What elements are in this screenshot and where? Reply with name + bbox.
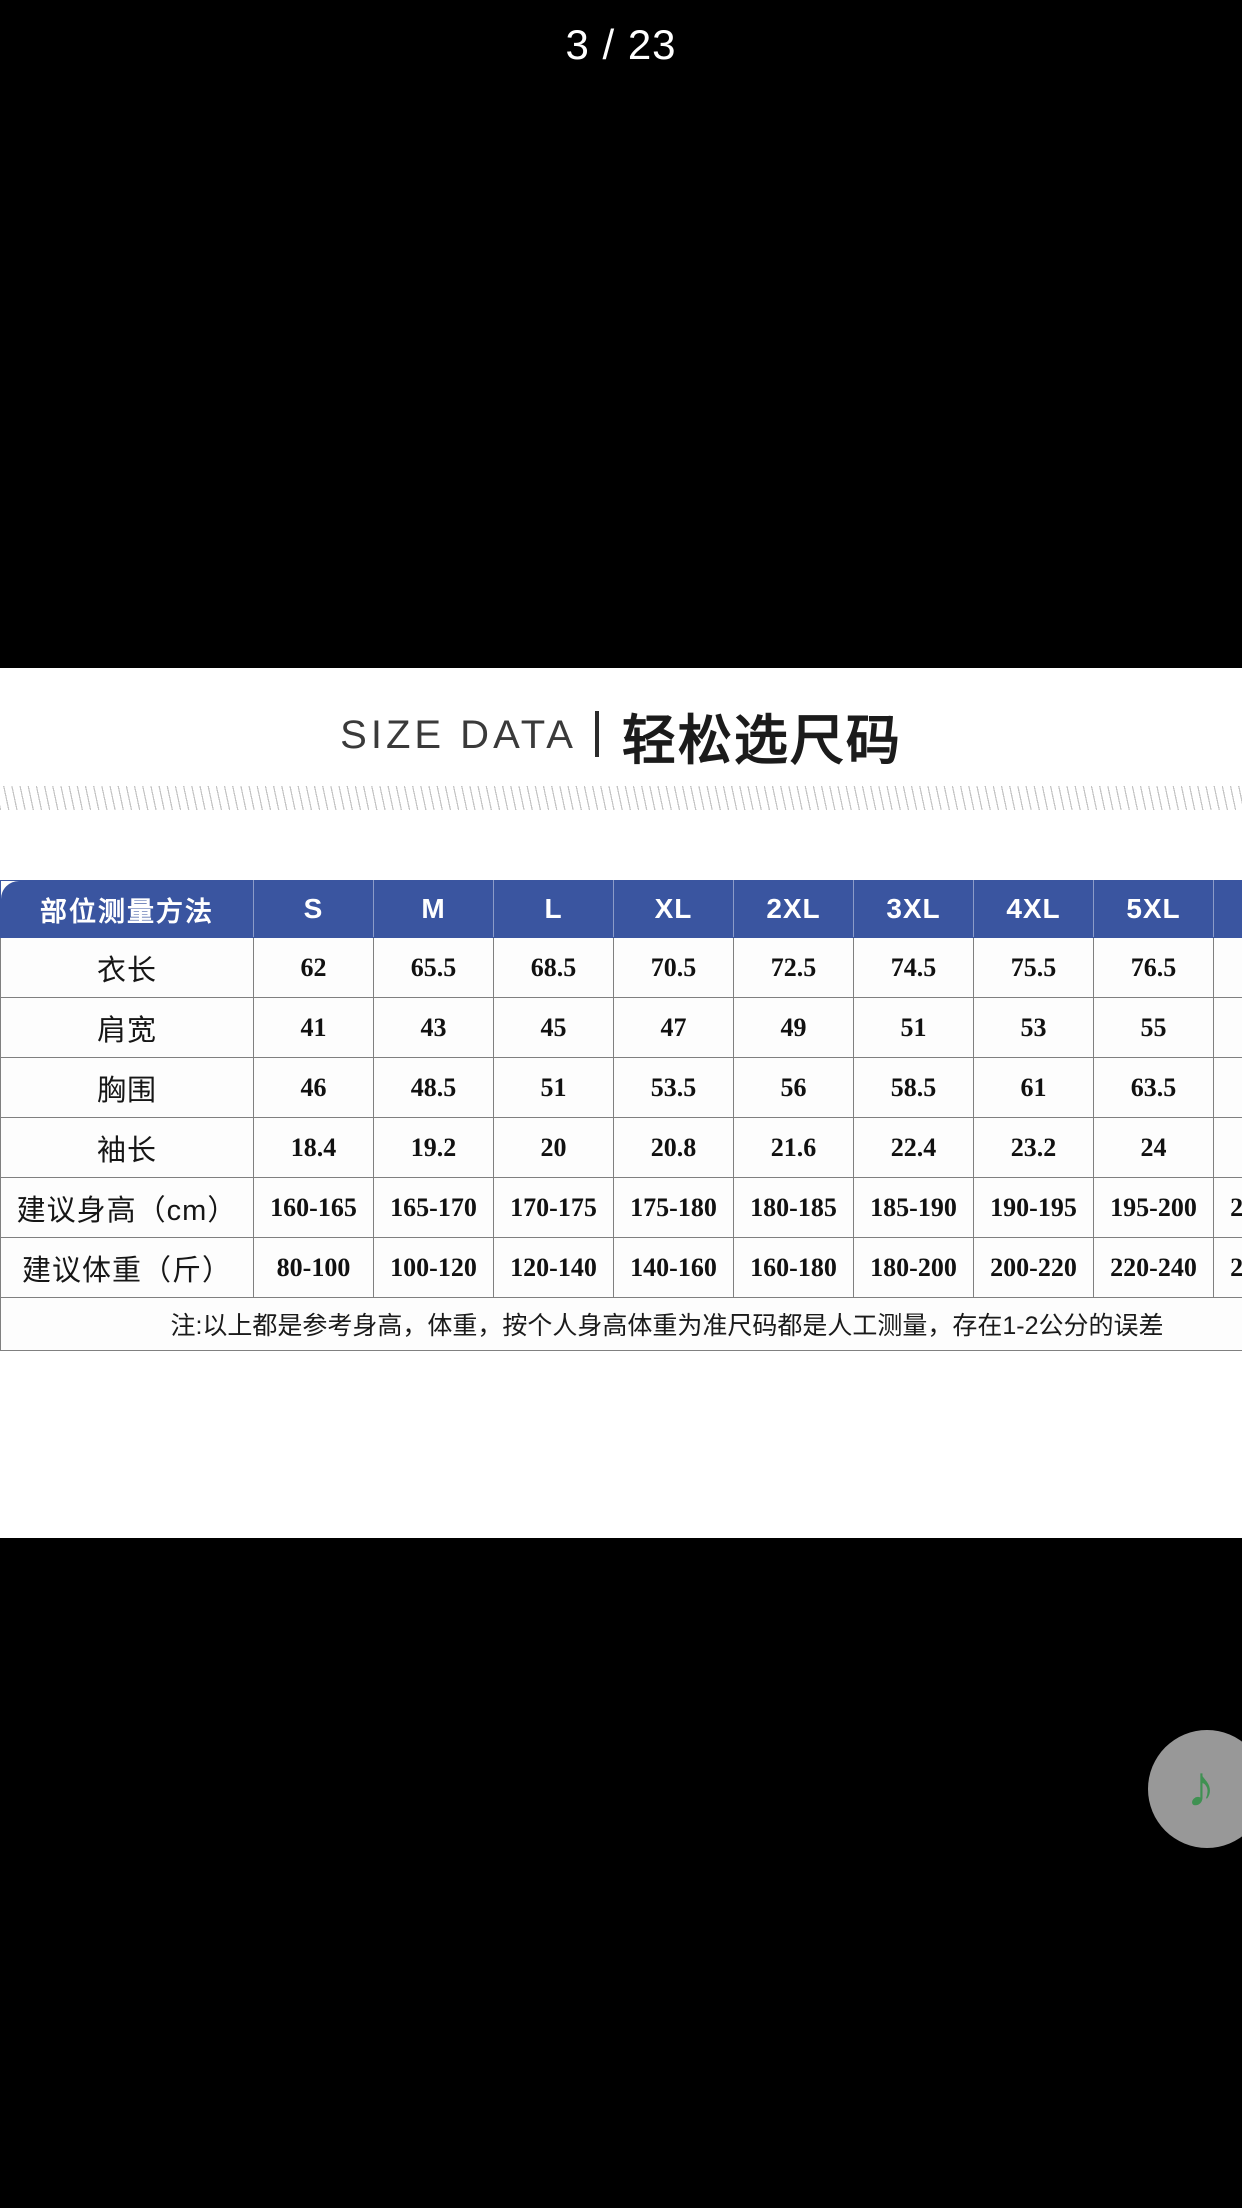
ruler-hatch-divider [0, 786, 1242, 810]
column-header-2xl: 2XL [733, 880, 854, 938]
column-header-xl: XL [613, 880, 734, 938]
cell-value: 170-175 [493, 1177, 614, 1238]
cell-value: 19.2 [373, 1117, 494, 1178]
heading-separator-bar [595, 710, 600, 757]
cell-value: 180-185 [733, 1177, 854, 1238]
size-chart-image-panel: SIZE DATA 轻松选尺码 部位测量方法 S M L XL 2XL [0, 668, 1242, 1538]
table-row: 胸围 46 48.5 51 53.5 56 58.5 61 63.5 66 [0, 1057, 1242, 1118]
cell-value: 120-140 [493, 1237, 614, 1298]
cell-value: 76.5 [1093, 937, 1214, 998]
cell-value: 51 [853, 997, 974, 1058]
row-label-chest: 胸围 [0, 1057, 254, 1118]
cell-value: 20 [493, 1117, 614, 1178]
column-header-6xl: 6XL [1213, 880, 1242, 938]
cell-value: 41 [253, 997, 374, 1058]
table-row: 建议体重（斤） 80-100 100-120 120-140 140-160 1… [0, 1237, 1242, 1298]
cell-value: 70.5 [613, 937, 734, 998]
cell-value: 220-240 [1093, 1237, 1214, 1298]
page-indicator-label: 3 / 23 [565, 21, 677, 68]
cell-value: 51 [493, 1057, 614, 1118]
column-header-3xl: 3XL [853, 880, 974, 938]
cell-value: 61 [973, 1057, 1094, 1118]
cell-value: 23.2 [973, 1117, 1094, 1178]
cell-value: 58.5 [853, 1057, 974, 1118]
music-toggle-button[interactable]: ♪ [1148, 1730, 1242, 1848]
row-label-garment-length: 衣长 [0, 937, 254, 998]
cell-value: 68.5 [493, 937, 614, 998]
cell-value: 45 [493, 997, 614, 1058]
table-row: 衣长 62 65.5 68.5 70.5 72.5 74.5 75.5 76.5… [0, 937, 1242, 998]
cell-value: 53.5 [613, 1057, 734, 1118]
cell-value: 74.5 [853, 937, 974, 998]
cell-value: 21.6 [733, 1117, 854, 1178]
cell-value: 200-205 [1213, 1177, 1242, 1238]
size-table-note: 注:以上都是参考身高，体重，按个人身高体重为准尺码都是人工测量，存在1-2公分的… [0, 1297, 1242, 1351]
size-table-head: 部位测量方法 S M L XL 2XL 3XL 4XL 5XL 6XL [0, 880, 1242, 938]
column-header-measurement: 部位测量方法 [0, 880, 254, 938]
cell-value: 100-120 [373, 1237, 494, 1298]
cell-value: 24.8 [1213, 1117, 1242, 1178]
cell-value: 75.5 [973, 937, 1094, 998]
cell-value: 18.4 [253, 1117, 374, 1178]
page-indicator: 3 / 23 [0, 0, 1242, 90]
cell-value: 165-170 [373, 1177, 494, 1238]
cell-value: 175-180 [613, 1177, 734, 1238]
cell-value: 65.5 [373, 937, 494, 998]
cell-value: 20.8 [613, 1117, 734, 1178]
row-label-recommended-height: 建议身高（cm） [0, 1177, 254, 1238]
column-header-m: M [373, 880, 494, 938]
cell-value: 72.5 [733, 937, 854, 998]
size-table-header-row: 部位测量方法 S M L XL 2XL 3XL 4XL 5XL 6XL [0, 880, 1242, 938]
cell-value: 56 [733, 1057, 854, 1118]
column-header-l: L [493, 880, 614, 938]
cell-value: 53 [973, 997, 1094, 1058]
size-table-body: 衣长 62 65.5 68.5 70.5 72.5 74.5 75.5 76.5… [0, 937, 1242, 1351]
cell-value: 47 [613, 997, 734, 1058]
cell-value: 200-220 [973, 1237, 1094, 1298]
table-row: 建议身高（cm） 160-165 165-170 170-175 175-180… [0, 1177, 1242, 1238]
cell-value: 55 [1093, 997, 1214, 1058]
cell-value: 62 [253, 937, 374, 998]
column-header-s: S [253, 880, 374, 938]
cell-value: 43 [373, 997, 494, 1058]
table-note-row: 注:以上都是参考身高，体重，按个人身高体重为准尺码都是人工测量，存在1-2公分的… [0, 1297, 1242, 1351]
heading-english: SIZE DATA [340, 713, 577, 757]
cell-value: 77.5 [1213, 937, 1242, 998]
cell-value: 185-190 [853, 1177, 974, 1238]
table-row: 肩宽 41 43 45 47 49 51 53 55 57 [0, 997, 1242, 1058]
cell-value: 160-165 [253, 1177, 374, 1238]
cell-value: 180-200 [853, 1237, 974, 1298]
cell-value: 160-180 [733, 1237, 854, 1298]
column-header-4xl: 4XL [973, 880, 1094, 938]
music-note-icon: ♪ [1186, 1754, 1216, 1819]
cell-value: 66 [1213, 1057, 1242, 1118]
cell-value: 240-260 [1213, 1237, 1242, 1298]
cell-value: 48.5 [373, 1057, 494, 1118]
cell-value: 190-195 [973, 1177, 1094, 1238]
cell-value: 80-100 [253, 1237, 374, 1298]
cell-value: 24 [1093, 1117, 1214, 1178]
cell-value: 195-200 [1093, 1177, 1214, 1238]
row-label-shoulder-width: 肩宽 [0, 997, 254, 1058]
row-label-recommended-weight: 建议体重（斤） [0, 1237, 254, 1298]
cell-value: 63.5 [1093, 1057, 1214, 1118]
size-table: 部位测量方法 S M L XL 2XL 3XL 4XL 5XL 6XL 衣长 6… [0, 880, 1242, 1351]
cell-value: 140-160 [613, 1237, 734, 1298]
row-label-sleeve-length: 袖长 [0, 1117, 254, 1178]
cell-value: 57 [1213, 997, 1242, 1058]
size-table-container: 部位测量方法 S M L XL 2XL 3XL 4XL 5XL 6XL 衣长 6… [0, 880, 1242, 1351]
cell-value: 22.4 [853, 1117, 974, 1178]
table-row: 袖长 18.4 19.2 20 20.8 21.6 22.4 23.2 24 2… [0, 1117, 1242, 1178]
cell-value: 46 [253, 1057, 374, 1118]
cell-value: 49 [733, 997, 854, 1058]
column-header-5xl: 5XL [1093, 880, 1214, 938]
size-data-heading: SIZE DATA 轻松选尺码 [0, 696, 1242, 775]
heading-chinese: 轻松选尺码 [621, 711, 902, 771]
